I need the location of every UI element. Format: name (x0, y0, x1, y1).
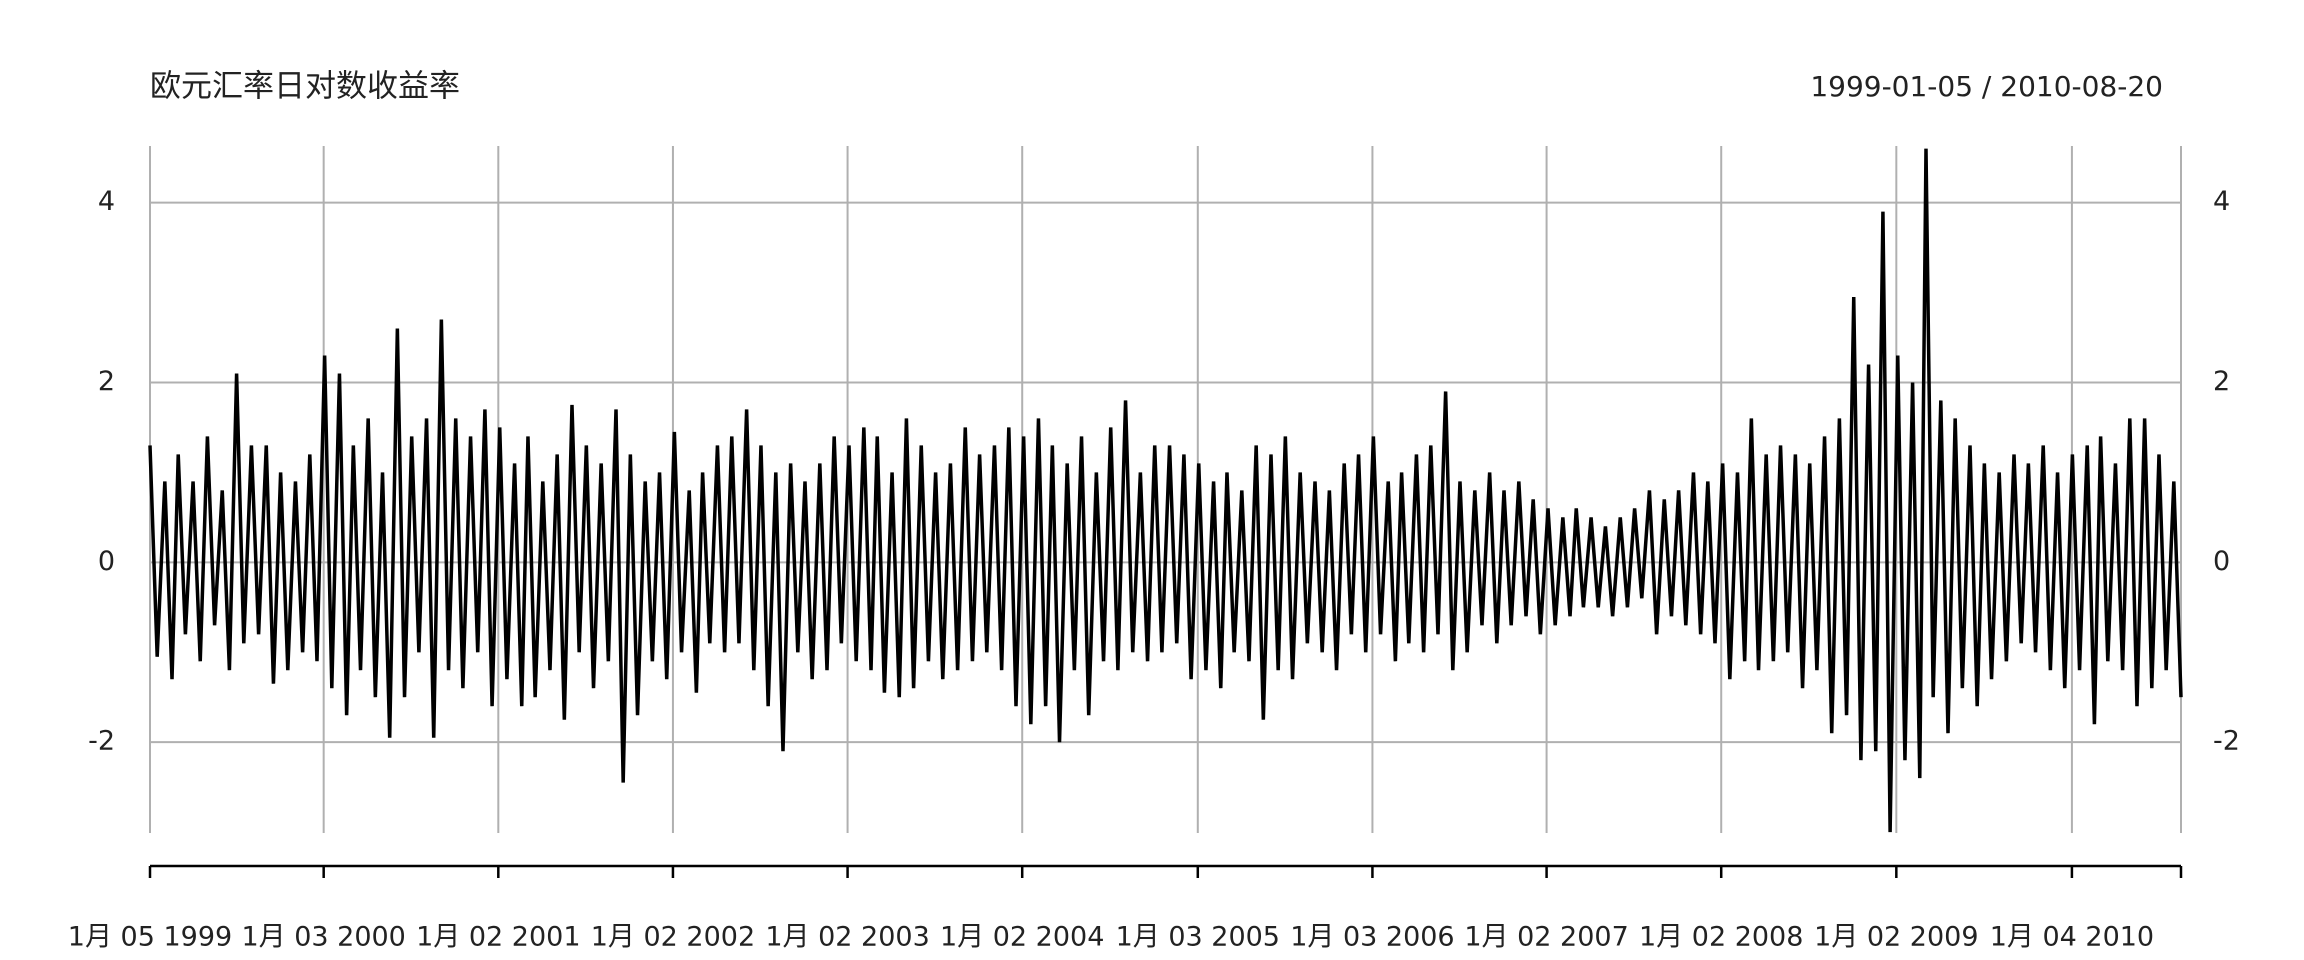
x-tick-label: 1月 02 2008 (1639, 922, 1803, 953)
y-tick-label-right: 0 (2213, 546, 2230, 577)
x-tick-label: 1月 03 2000 (241, 922, 405, 953)
y-tick-label: 4 (98, 186, 115, 217)
y-tick-label: 2 (98, 366, 115, 397)
x-tick-label: 1月 03 2006 (1290, 922, 1454, 953)
x-tick-label: 1月 02 2003 (765, 922, 929, 953)
x-tick-label: 1月 02 2004 (940, 922, 1104, 953)
y-tick-label-right: -2 (2213, 726, 2240, 757)
x-tick-label: 1月 02 2007 (1464, 922, 1628, 953)
series-line (148, 148, 2183, 833)
chart-title: 欧元汇率日对数收益率 (150, 69, 460, 105)
chart-subtitle: 1999-01-05 / 2010-08-20 (1810, 70, 2163, 103)
x-tick-label: 1月 02 2001 (416, 922, 580, 953)
y-tick-label-right: 4 (2213, 186, 2230, 217)
y-tick-label-right: 2 (2213, 366, 2230, 397)
x-tick-label: 1月 02 2009 (1814, 922, 1978, 953)
x-tick-label: 1月 05 1999 (68, 922, 232, 953)
x-tick-label: 1月 02 2002 (591, 922, 755, 953)
y-tick-label: -2 (88, 726, 115, 757)
x-tick-label: 1月 03 2005 (1116, 922, 1280, 953)
x-tick-label: 1月 04 2010 (1990, 922, 2154, 953)
y-tick-label: 0 (98, 546, 115, 577)
